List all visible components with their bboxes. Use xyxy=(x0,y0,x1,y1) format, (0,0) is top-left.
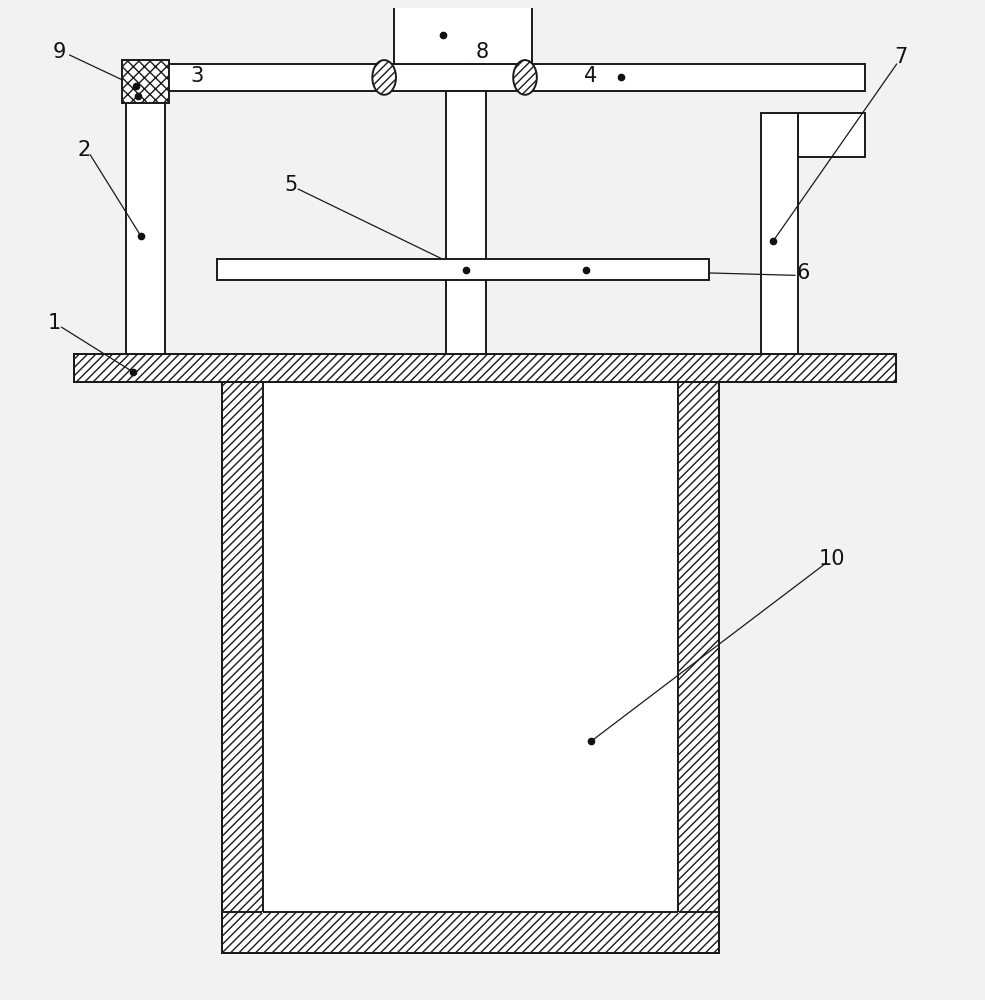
Bar xyxy=(678,382,719,953)
Bar xyxy=(126,64,165,354)
Text: 5: 5 xyxy=(284,175,297,195)
Text: 8: 8 xyxy=(476,42,490,62)
Ellipse shape xyxy=(513,60,537,95)
Bar xyxy=(217,259,709,280)
Text: 9: 9 xyxy=(52,42,66,62)
Bar xyxy=(222,382,263,953)
Text: 6: 6 xyxy=(796,263,810,283)
Text: 2: 2 xyxy=(77,140,91,160)
Bar xyxy=(446,91,486,354)
Bar xyxy=(122,60,169,103)
Text: 3: 3 xyxy=(190,66,204,86)
Bar xyxy=(394,7,532,64)
Text: 10: 10 xyxy=(820,549,845,569)
Text: 4: 4 xyxy=(584,66,598,86)
Ellipse shape xyxy=(372,60,396,95)
Bar xyxy=(126,64,865,91)
Text: 1: 1 xyxy=(47,313,61,333)
Bar xyxy=(798,113,865,157)
Text: 7: 7 xyxy=(894,47,908,67)
Bar xyxy=(222,912,719,953)
Bar xyxy=(74,354,896,382)
Bar xyxy=(263,382,678,912)
Bar xyxy=(761,113,798,354)
